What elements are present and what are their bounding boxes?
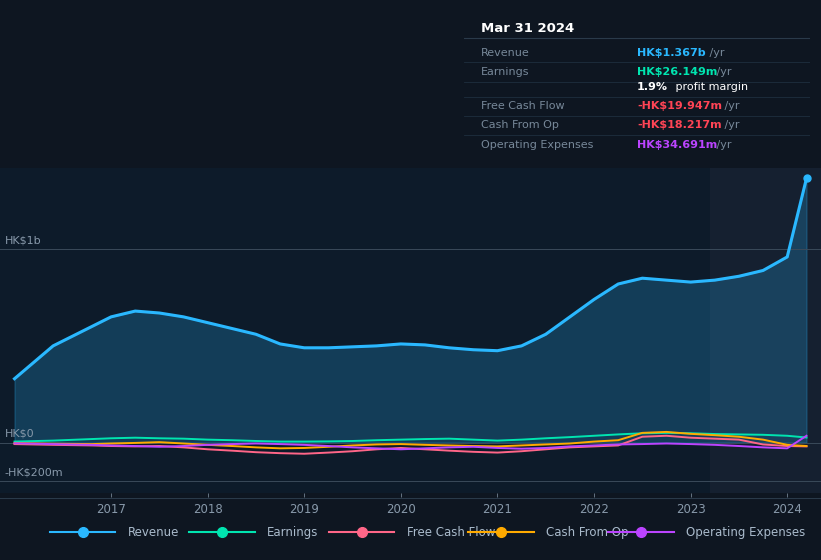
- Text: Operating Expenses: Operating Expenses: [481, 140, 594, 150]
- Text: /yr: /yr: [713, 67, 732, 77]
- Text: HK$26.149m: HK$26.149m: [637, 67, 718, 77]
- Text: HK$0: HK$0: [5, 428, 34, 438]
- Text: HK$34.691m: HK$34.691m: [637, 140, 718, 150]
- Bar: [710, 168, 821, 493]
- Text: Operating Expenses: Operating Expenses: [686, 526, 805, 539]
- Text: Earnings: Earnings: [268, 526, 319, 539]
- Text: profit margin: profit margin: [672, 82, 748, 92]
- Text: Cash From Op: Cash From Op: [547, 526, 629, 539]
- Text: /yr: /yr: [706, 48, 724, 58]
- Text: HK$1.367b: HK$1.367b: [637, 48, 706, 58]
- Text: Cash From Op: Cash From Op: [481, 120, 559, 130]
- Text: /yr: /yr: [721, 120, 740, 130]
- Text: Revenue: Revenue: [481, 48, 530, 58]
- Text: 1.9%: 1.9%: [637, 82, 668, 92]
- Text: -HK$19.947m: -HK$19.947m: [637, 101, 722, 111]
- Text: Earnings: Earnings: [481, 67, 530, 77]
- Text: /yr: /yr: [721, 101, 740, 111]
- Text: -HK$200m: -HK$200m: [5, 468, 63, 477]
- Text: -HK$18.217m: -HK$18.217m: [637, 120, 722, 130]
- Text: Revenue: Revenue: [128, 526, 179, 539]
- Text: Mar 31 2024: Mar 31 2024: [481, 22, 575, 35]
- Text: /yr: /yr: [713, 140, 732, 150]
- Text: Free Cash Flow: Free Cash Flow: [481, 101, 565, 111]
- Text: HK$1b: HK$1b: [5, 235, 41, 245]
- Text: Free Cash Flow: Free Cash Flow: [407, 526, 495, 539]
